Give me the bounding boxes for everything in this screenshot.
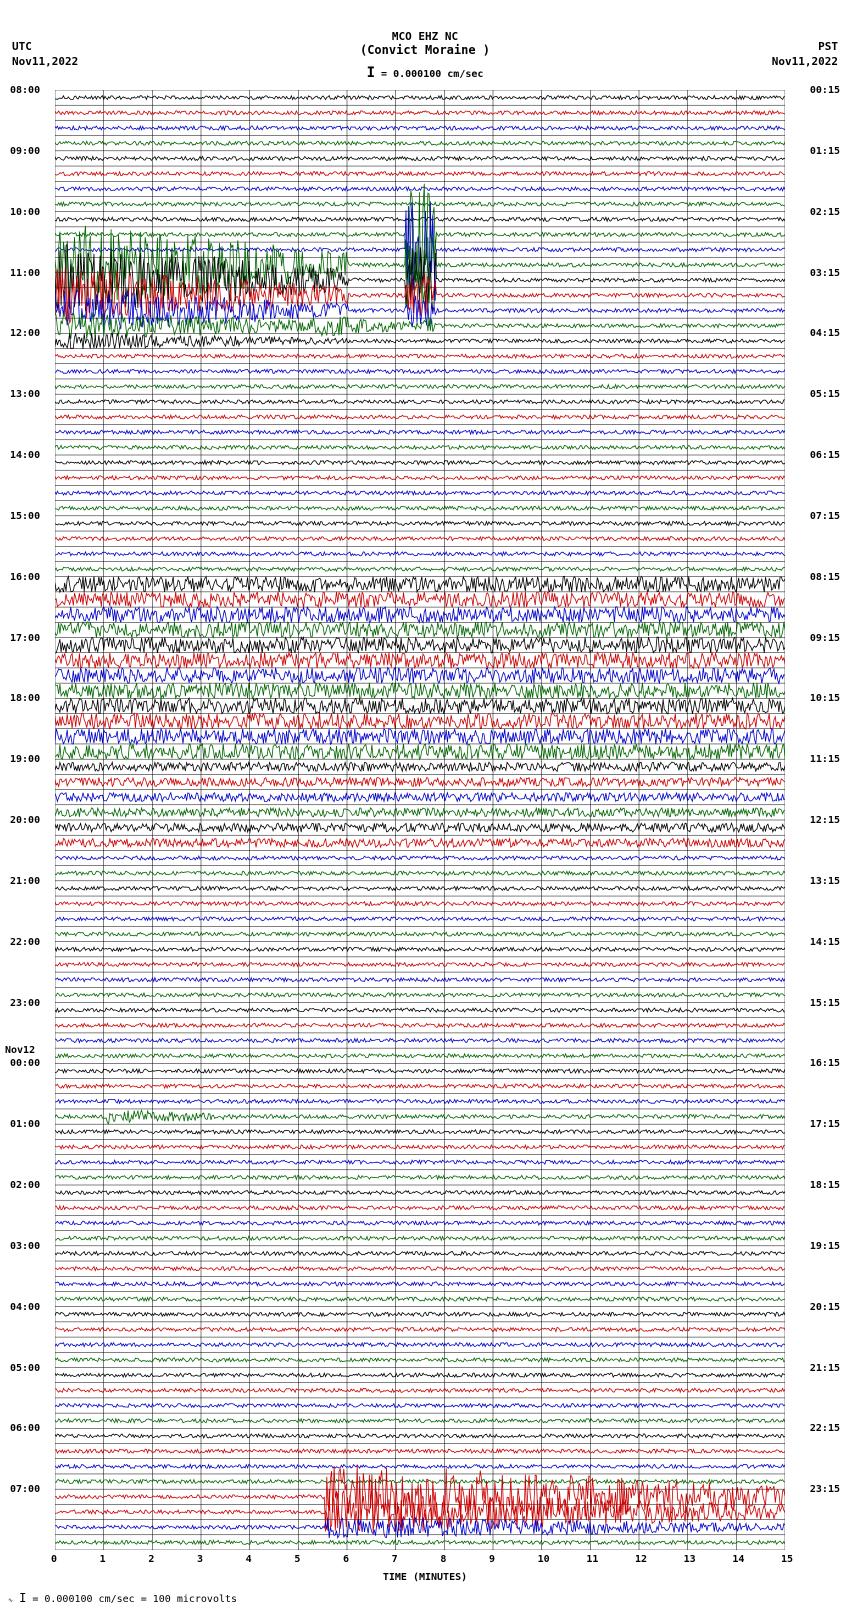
station-name: (Convict Moraine )	[0, 43, 850, 57]
title: MCO EHZ NC	[0, 30, 850, 43]
utc-time-label: 18:00	[10, 693, 40, 704]
pst-time-label: 03:15	[810, 268, 840, 279]
pst-time-label: 13:15	[810, 876, 840, 887]
x-tick-label: 0	[51, 1554, 57, 1565]
x-tick-label: 4	[246, 1554, 252, 1565]
seismogram-container: MCO EHZ NC (Convict Moraine ) I = 0.0001…	[0, 0, 850, 1613]
x-tick-label: 2	[148, 1554, 154, 1565]
utc-time-label: 17:00	[10, 633, 40, 644]
pst-time-label: 16:15	[810, 1058, 840, 1069]
scale-text: = 0.000100 cm/sec	[381, 69, 483, 80]
seismogram-svg	[55, 90, 785, 1550]
x-tick-label: 11	[586, 1554, 598, 1565]
pst-time-label: 05:15	[810, 389, 840, 400]
scale-indicator: I = 0.000100 cm/sec	[0, 65, 850, 81]
utc-time-label: 22:00	[10, 937, 40, 948]
utc-time-label: 03:00	[10, 1241, 40, 1252]
utc-time-label: 04:00	[10, 1302, 40, 1313]
pst-time-label: 10:15	[810, 693, 840, 704]
utc-time-label: 23:00	[10, 998, 40, 1009]
x-tick-label: 1	[100, 1554, 106, 1565]
pst-time-label: 08:15	[810, 572, 840, 583]
pst-time-label: 00:15	[810, 85, 840, 96]
pst-label: PST	[818, 40, 838, 53]
utc-time-label: 01:00	[10, 1119, 40, 1130]
pst-time-label: 01:15	[810, 146, 840, 157]
x-tick-label: 3	[197, 1554, 203, 1565]
utc-time-label: 00:00	[10, 1058, 40, 1069]
pst-date: Nov11,2022	[772, 55, 838, 68]
utc-time-label: 16:00	[10, 572, 40, 583]
utc-time-label: 06:00	[10, 1423, 40, 1434]
x-tick-label: 10	[538, 1554, 550, 1565]
utc-time-label: 19:00	[10, 754, 40, 765]
pst-time-label: 15:15	[810, 998, 840, 1009]
utc-time-label: 20:00	[10, 815, 40, 826]
pst-time-label: 02:15	[810, 207, 840, 218]
utc-time-label: 13:00	[10, 389, 40, 400]
x-axis-label: TIME (MINUTES)	[0, 1572, 850, 1583]
footer-note: ∿ I = 0.000100 cm/sec = 100 microvolts	[8, 1591, 237, 1605]
utc-time-label: 21:00	[10, 876, 40, 887]
x-tick-label: 9	[489, 1554, 495, 1565]
footer-text: = 0.000100 cm/sec = 100 microvolts	[32, 1594, 237, 1605]
pst-time-label: 14:15	[810, 937, 840, 948]
utc-time-label: 05:00	[10, 1363, 40, 1374]
pst-time-label: 23:15	[810, 1484, 840, 1495]
utc-time-label: 07:00	[10, 1484, 40, 1495]
utc-time-label: 02:00	[10, 1180, 40, 1191]
header: MCO EHZ NC (Convict Moraine ) I = 0.0001…	[0, 30, 850, 81]
nov12-label: Nov12	[5, 1045, 35, 1056]
pst-time-label: 09:15	[810, 633, 840, 644]
pst-time-label: 17:15	[810, 1119, 840, 1130]
utc-label: UTC	[12, 40, 32, 53]
pst-time-label: 06:15	[810, 450, 840, 461]
utc-time-label: 12:00	[10, 328, 40, 339]
utc-time-label: 14:00	[10, 450, 40, 461]
x-tick-label: 13	[684, 1554, 696, 1565]
pst-time-label: 11:15	[810, 754, 840, 765]
plot-area	[55, 90, 785, 1550]
pst-time-label: 22:15	[810, 1423, 840, 1434]
pst-time-label: 07:15	[810, 511, 840, 522]
x-tick-label: 14	[732, 1554, 744, 1565]
pst-time-label: 12:15	[810, 815, 840, 826]
pst-time-label: 18:15	[810, 1180, 840, 1191]
utc-time-label: 15:00	[10, 511, 40, 522]
utc-time-label: 11:00	[10, 268, 40, 279]
utc-time-label: 08:00	[10, 85, 40, 96]
utc-time-label: 10:00	[10, 207, 40, 218]
x-tick-label: 5	[294, 1554, 300, 1565]
x-tick-label: 12	[635, 1554, 647, 1565]
pst-time-label: 04:15	[810, 328, 840, 339]
x-tick-label: 6	[343, 1554, 349, 1565]
x-tick-label: 7	[392, 1554, 398, 1565]
pst-time-label: 21:15	[810, 1363, 840, 1374]
x-tick-label: 8	[440, 1554, 446, 1565]
pst-time-label: 19:15	[810, 1241, 840, 1252]
pst-time-label: 20:15	[810, 1302, 840, 1313]
utc-date: Nov11,2022	[12, 55, 78, 68]
x-tick-label: 15	[781, 1554, 793, 1565]
utc-time-label: 09:00	[10, 146, 40, 157]
